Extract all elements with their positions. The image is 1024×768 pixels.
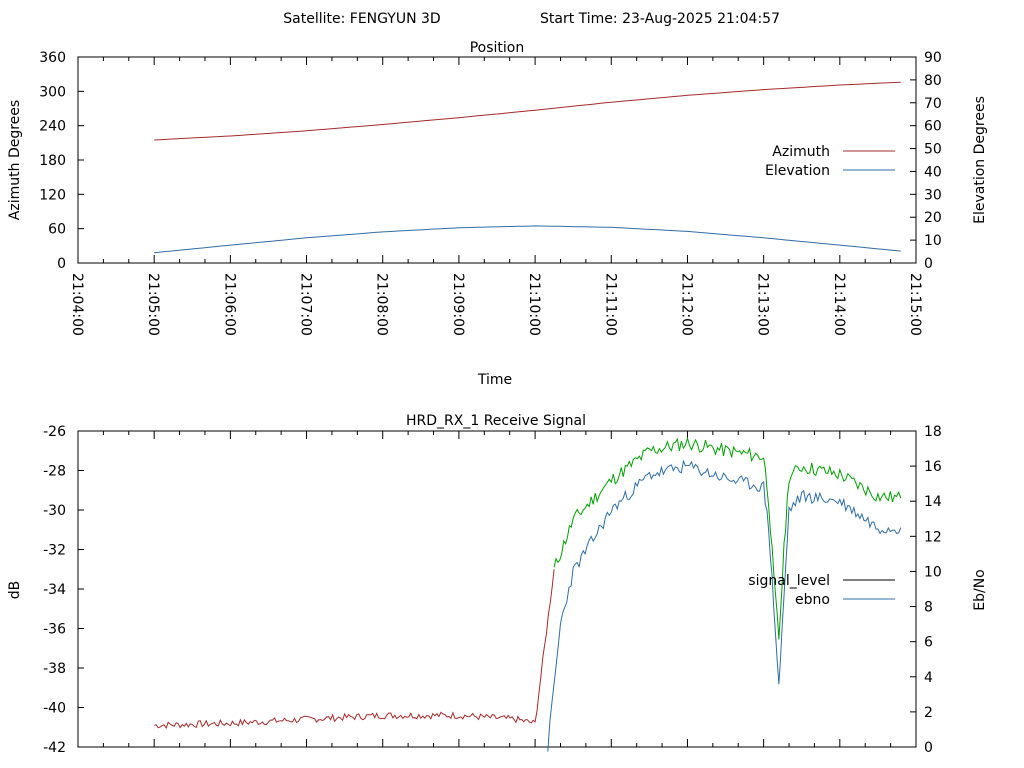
signal-y2-tick-label: 2 <box>924 705 933 721</box>
azimuth-series-line <box>154 81 901 141</box>
position-xlabel: Time <box>477 372 512 388</box>
x-tick-label: 21:14:00 <box>831 273 847 336</box>
x-tick-label: 21:06:00 <box>221 273 237 336</box>
position-y-tick-label: 0 <box>57 256 66 272</box>
signal-y2-tick-label: 12 <box>924 529 942 545</box>
signal-y-tick-label: -40 <box>43 701 66 717</box>
position-chart-title: Position <box>470 40 525 56</box>
signal-y2-tick-label: 4 <box>924 670 933 686</box>
position-x-ticks: 21:04:00 21:05:00 21:06:00 21:07:00 21:08:00… <box>69 57 923 336</box>
signal-y2-ticks: 0 2 4 6 8 10 12 14 16 18 <box>910 424 942 756</box>
position-y-tick-label: 60 <box>48 222 66 238</box>
position-y2-tick-label: 10 <box>924 233 942 249</box>
position-y-tick-label: 360 <box>39 50 66 66</box>
legend-signal-level-label: signal_level <box>748 573 830 589</box>
signal-chart: HRD_RX_1 Receive Signal -26-28-30-32-34-… <box>7 413 988 756</box>
position-y2-tick-label: 50 <box>924 142 942 158</box>
position-y2-tick-label: 0 <box>924 256 933 272</box>
position-y-tick-label: 180 <box>39 153 66 169</box>
signal-y-tick-label: -36 <box>43 622 66 638</box>
position-y2label: Elevation Degrees <box>972 96 988 224</box>
header-satellite: Satellite: FENGYUN 3D <box>283 11 440 27</box>
x-tick-label: 21:10:00 <box>526 273 542 336</box>
position-y-tick-label: 240 <box>39 119 66 135</box>
signal-ylabel: dB <box>7 581 23 600</box>
elevation-series-line <box>154 225 901 254</box>
position-ylabel: Azimuth Degrees <box>7 100 23 220</box>
position-y2-tick-label: 60 <box>924 119 942 135</box>
signal-y-tick-label: -28 <box>43 464 66 480</box>
signal-y2-tick-label: 16 <box>924 459 942 475</box>
position-y-ticks: 0 60 120 180 240 300 360 <box>39 50 84 272</box>
signal-y-tick-label: -38 <box>43 661 66 677</box>
x-tick-label: 21:07:00 <box>298 273 314 336</box>
position-y2-ticks: 0 10 20 30 40 50 60 70 80 90 <box>910 50 942 272</box>
position-y-tick-label: 300 <box>39 84 66 100</box>
signal-level-series-line-low <box>154 569 555 729</box>
signal-y2-tick-label: 10 <box>924 564 942 580</box>
position-y2-tick-label: 90 <box>924 50 942 66</box>
signal-y2label: Eb/No <box>972 569 988 611</box>
signal-chart-title: HRD_RX_1 Receive Signal <box>406 413 586 429</box>
x-tick-label: 21:12:00 <box>678 273 694 336</box>
ebno-series-line <box>547 459 902 752</box>
signal-y2-tick-label: 0 <box>924 740 933 756</box>
signal-y2-tick-label: 14 <box>924 494 942 510</box>
legend-azimuth-label: Azimuth <box>772 144 830 160</box>
x-tick-label: 21:15:00 <box>907 273 923 336</box>
signal-y2-tick-label: 6 <box>924 635 933 651</box>
position-y2-tick-label: 30 <box>924 187 942 203</box>
signal-y-tick-label: -34 <box>43 582 66 598</box>
x-tick-label: 21:09:00 <box>450 273 466 336</box>
signal-y-tick-label: -42 <box>43 740 66 756</box>
legend-ebno-label: ebno <box>795 592 830 608</box>
signal-y-tick-label: -26 <box>43 424 66 440</box>
x-tick-label: 21:13:00 <box>755 273 771 336</box>
x-tick-label: 21:11:00 <box>602 273 618 336</box>
position-y2-tick-label: 20 <box>924 210 942 226</box>
header-start-time: Start Time: 23-Aug-2025 21:04:57 <box>540 11 780 27</box>
position-y2-tick-label: 80 <box>924 73 942 89</box>
signal-y-tick-label: -32 <box>43 543 66 559</box>
signal-y-ticks: -26 -28 -30 -32 -34 -36 -38 -40 -42 <box>43 424 84 756</box>
position-y2-tick-label: 70 <box>924 96 942 112</box>
signal-y2-tick-label: 8 <box>924 600 933 616</box>
signal-level-series-line-high <box>553 436 902 640</box>
signal-x-ticks <box>77 431 917 747</box>
signal-y2-tick-label: 18 <box>924 424 942 440</box>
position-y-tick-label: 120 <box>39 187 66 203</box>
x-tick-label: 21:04:00 <box>69 273 85 336</box>
legend-elevation-label: Elevation <box>765 163 830 179</box>
signal-y-tick-label: -30 <box>43 503 66 519</box>
x-tick-label: 21:08:00 <box>374 273 390 336</box>
position-y2-tick-label: 40 <box>924 164 942 180</box>
position-chart: Position 21:04:00 21:05:00 21:06:00 21:07:0… <box>7 40 988 388</box>
x-tick-label: 21:05:00 <box>145 273 161 336</box>
